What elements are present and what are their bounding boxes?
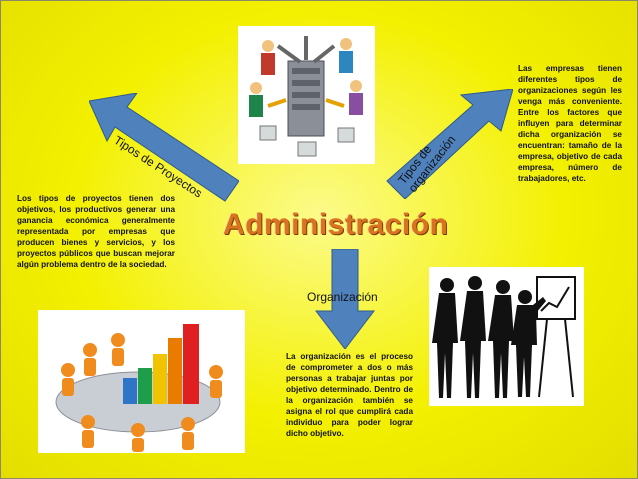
left-arrow	[89, 93, 239, 202]
meeting-chart-icon	[38, 310, 245, 453]
proyectos-text: Los tipos de proyectos tienen dos objeti…	[17, 194, 175, 269]
down-arrow	[314, 249, 376, 349]
page-title: Administración	[223, 208, 449, 241]
organizacion-text: La organización es el proceso de comprom…	[286, 352, 413, 438]
tipos-organizacion-text: Las empresas tienen diferentes tipos de …	[518, 64, 622, 183]
presentation-silhouettes-icon	[429, 267, 584, 406]
network-people-icon	[238, 26, 375, 164]
right-arrow	[386, 89, 513, 199]
down-arrow-label: Organización	[307, 290, 378, 304]
